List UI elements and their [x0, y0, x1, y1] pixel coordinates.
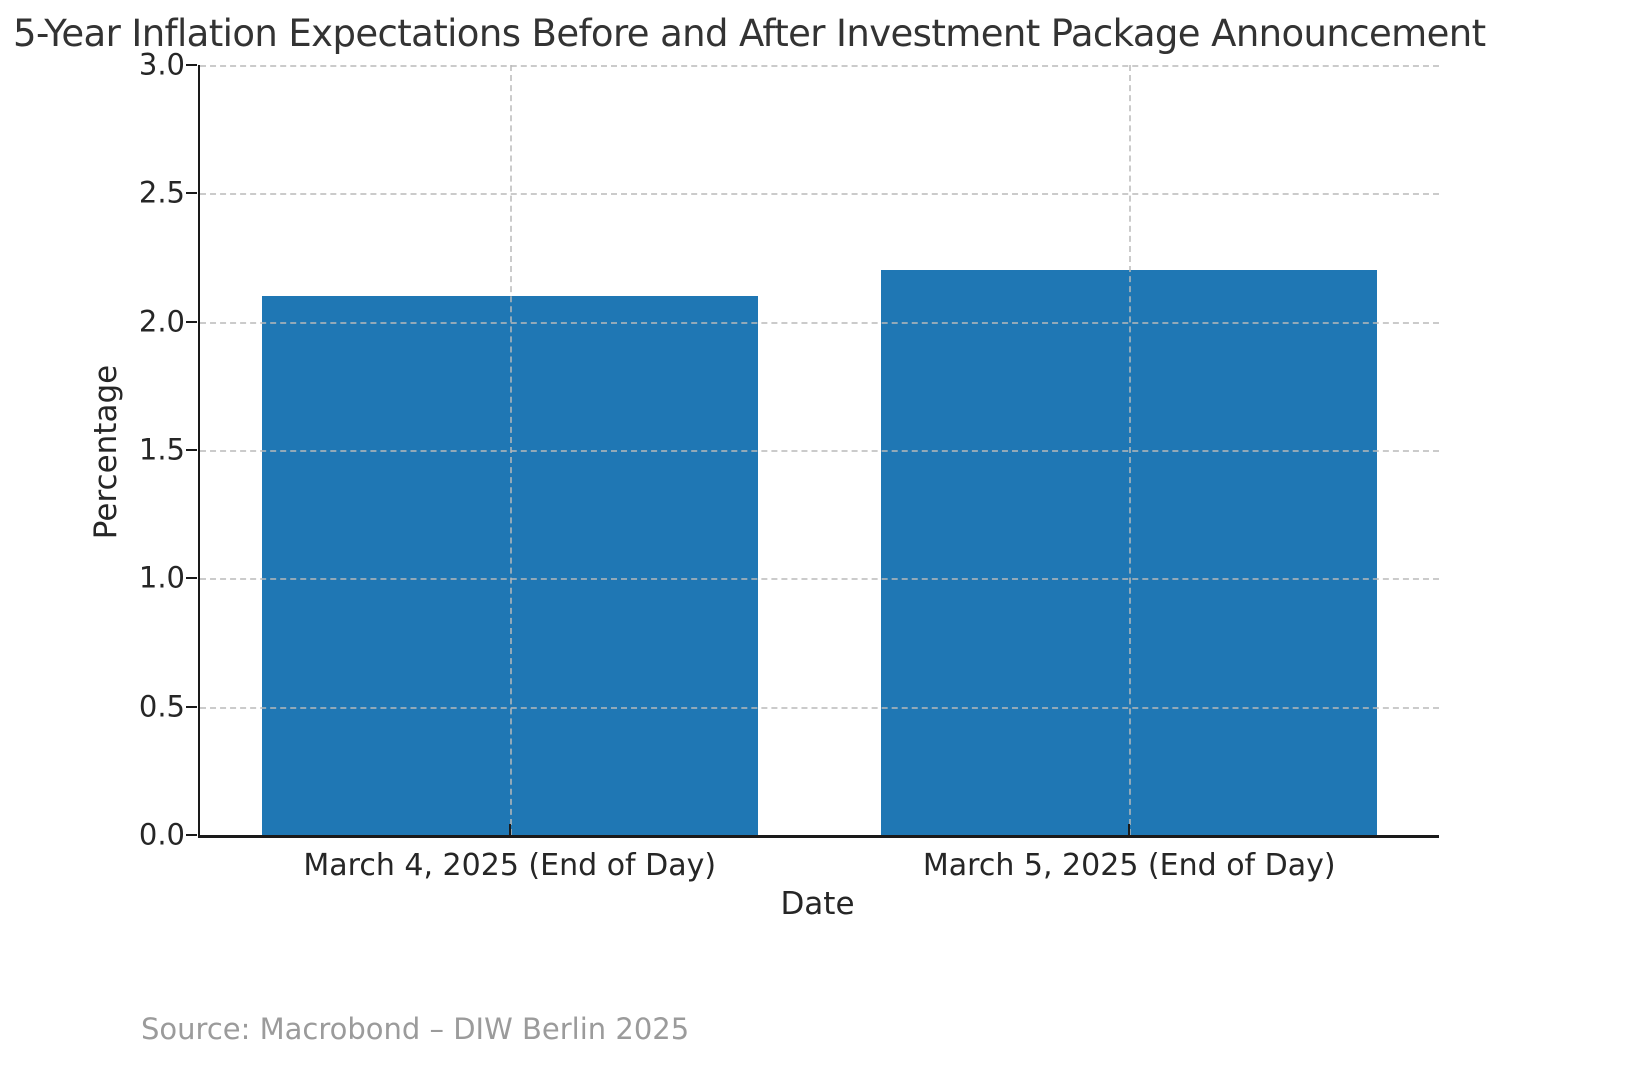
y-tick-mark	[186, 449, 197, 451]
y-gridline	[200, 193, 1439, 196]
y-tick-mark	[186, 64, 197, 66]
x-tick-label: March 5, 2025 (End of Day)	[922, 848, 1336, 883]
y-tick-label: 0.0	[138, 817, 185, 852]
y-tick-mark	[186, 577, 197, 580]
x-tick-mark	[508, 824, 511, 835]
y-tick-mark	[186, 192, 197, 195]
y-tick-label: 2.0	[138, 303, 185, 338]
y-gridline	[200, 65, 1439, 67]
y-tick-mark	[186, 320, 197, 323]
y-tick-label: 2.5	[138, 175, 185, 210]
x-tick-label: March 4, 2025 (End of Day)	[303, 848, 717, 883]
source-note: Source: Macrobond – DIW Berlin 2025	[141, 1012, 690, 1046]
y-tick-label: 0.5	[138, 688, 185, 723]
bar	[881, 270, 1378, 835]
y-tick-label: 1.0	[138, 560, 185, 595]
x-axis-label: Date	[780, 886, 855, 922]
y-tick-label: 3.0	[138, 47, 185, 82]
plot-area: March 4, 2025 (End of Day) March 5, 2025 …	[139, 47, 1439, 883]
y-tick-label: 1.5	[138, 432, 185, 467]
chart-title: 5-Year Inflation Expectations Before and…	[13, 12, 1486, 55]
y-tick-mark	[186, 705, 197, 708]
y-tick-mark	[186, 834, 197, 836]
x-tick-mark	[1128, 824, 1131, 835]
bar	[261, 296, 758, 835]
y-axis-label: Percentage	[88, 364, 124, 540]
